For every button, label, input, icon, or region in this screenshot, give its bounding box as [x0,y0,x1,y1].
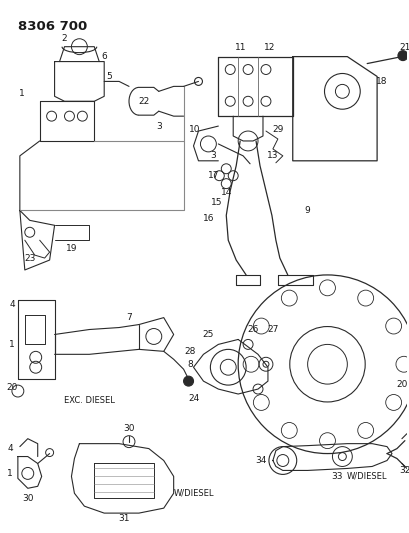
Text: 32: 32 [398,466,409,475]
Text: 22: 22 [138,97,149,106]
Text: 27: 27 [267,325,278,334]
Text: 34: 34 [255,456,266,465]
Text: 2: 2 [61,34,67,43]
Text: 1: 1 [7,469,13,478]
Text: 17: 17 [207,171,218,180]
Circle shape [183,376,193,386]
Text: 13: 13 [267,151,278,160]
Text: 16: 16 [202,214,213,223]
Text: 1: 1 [9,340,15,349]
Text: 15: 15 [210,198,222,207]
Text: 12: 12 [263,43,275,52]
Text: 31: 31 [118,514,130,522]
Text: 26: 26 [247,325,258,334]
Text: 30: 30 [123,424,135,433]
Text: 19: 19 [65,244,77,253]
Text: 6: 6 [101,52,107,61]
Text: 3: 3 [210,151,216,160]
Text: 29: 29 [272,125,283,134]
Text: 20: 20 [395,379,407,389]
Text: 24: 24 [187,394,199,403]
Text: 5: 5 [106,72,112,81]
Text: 23: 23 [24,254,35,263]
Text: 3: 3 [155,122,161,131]
Text: 20: 20 [6,383,18,392]
Text: 25: 25 [202,330,213,339]
Text: 14: 14 [220,188,231,197]
Text: 4: 4 [7,444,13,453]
Text: 4: 4 [9,300,15,309]
Text: 8: 8 [187,360,193,369]
Text: W/DIESEL: W/DIESEL [346,472,387,481]
Text: 21: 21 [398,43,409,52]
Circle shape [397,51,407,61]
Text: 10: 10 [188,125,200,134]
Text: 1: 1 [19,89,25,98]
Text: 28: 28 [184,347,196,356]
Text: 18: 18 [375,77,387,86]
Text: EXC. DIESEL: EXC. DIESEL [64,397,115,406]
Text: 9: 9 [304,206,310,215]
Text: W/DIESEL: W/DIESEL [173,489,213,498]
Text: 7: 7 [126,313,132,322]
Text: 33: 33 [331,472,342,481]
Text: 8306 700: 8306 700 [18,20,87,33]
Text: 30: 30 [22,494,34,503]
Text: 11: 11 [235,43,246,52]
